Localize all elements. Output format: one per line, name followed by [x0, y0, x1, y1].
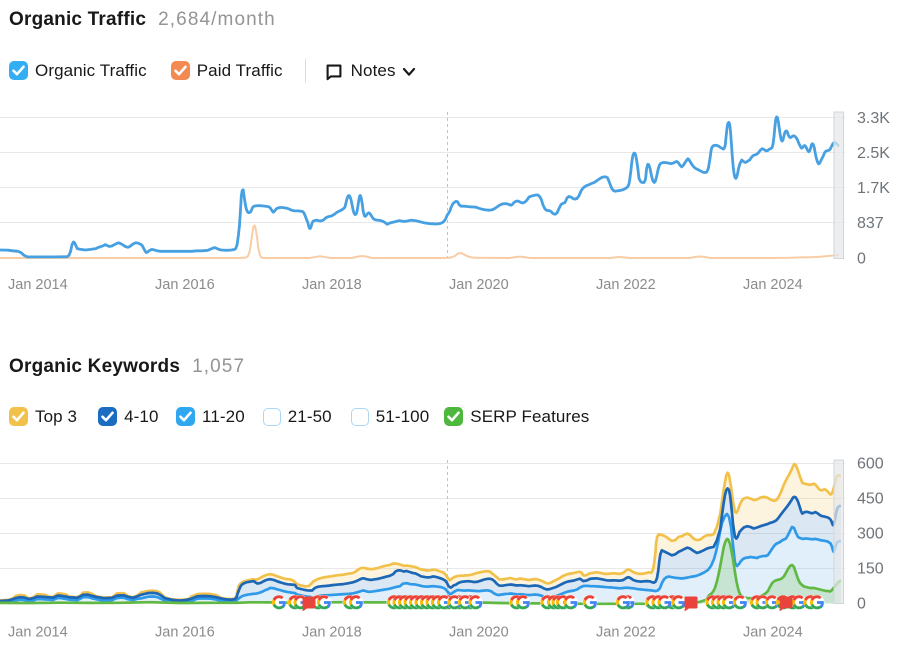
- svg-text:3.3K: 3.3K: [857, 110, 890, 127]
- svg-text:Jan 2016: Jan 2016: [155, 277, 215, 293]
- svg-text:Jan 2022: Jan 2022: [596, 625, 656, 641]
- svg-text:300: 300: [857, 526, 884, 543]
- svg-text:450: 450: [857, 491, 884, 508]
- svg-text:Jan 2018: Jan 2018: [302, 625, 362, 641]
- svg-text:600: 600: [857, 456, 884, 473]
- svg-text:Jan 2014: Jan 2014: [8, 277, 68, 293]
- svg-text:150: 150: [857, 561, 884, 578]
- svg-text:Jan 2024: Jan 2024: [743, 625, 803, 641]
- svg-text:Jan 2020: Jan 2020: [449, 277, 509, 293]
- svg-text:Jan 2016: Jan 2016: [155, 625, 215, 641]
- svg-text:2.5K: 2.5K: [857, 145, 890, 162]
- svg-text:Jan 2020: Jan 2020: [449, 625, 509, 641]
- svg-text:Jan 2018: Jan 2018: [302, 277, 362, 293]
- svg-text:Jan 2022: Jan 2022: [596, 277, 656, 293]
- svg-text:0: 0: [857, 596, 866, 613]
- svg-text:1.7K: 1.7K: [857, 180, 890, 197]
- svg-text:0: 0: [857, 251, 866, 268]
- svg-text:837: 837: [857, 215, 884, 232]
- svg-text:Jan 2014: Jan 2014: [8, 625, 68, 641]
- svg-text:Jan 2024: Jan 2024: [743, 277, 803, 293]
